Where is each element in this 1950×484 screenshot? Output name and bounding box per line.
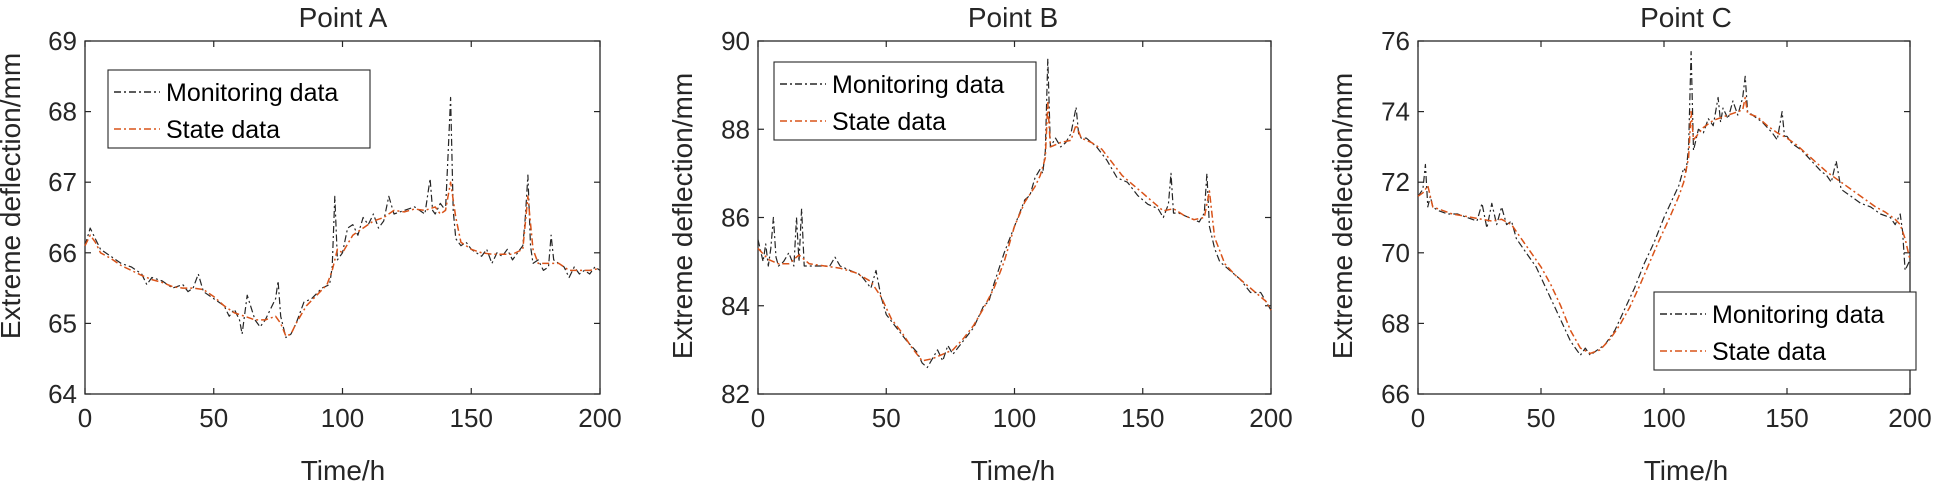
- legend: Monitoring data State data: [773, 61, 1037, 141]
- legend-label-monitoring: Monitoring data: [1712, 301, 1884, 329]
- x-ticks: 0 50 100 150 200: [751, 41, 1293, 433]
- x-axis-label: Time/h: [1644, 455, 1729, 484]
- chart-title: Point A: [299, 2, 388, 33]
- legend-label-state: State data: [832, 108, 946, 136]
- y-tick-label: 68: [48, 97, 77, 127]
- y-tick-label: 70: [1381, 238, 1410, 268]
- y-tick-label: 86: [721, 203, 750, 233]
- panel-point-b: Point B Extreme deflection/mm Time/h 0 50…: [667, 2, 1293, 484]
- x-tick-label: 50: [872, 403, 901, 433]
- y-tick-label: 65: [48, 308, 77, 338]
- panel-point-a: Point A Extreme deflection/mm Time/h 0 50…: [0, 2, 622, 484]
- y-ticks: 64 65 66 67 68 69: [48, 26, 600, 409]
- x-tick-label: 100: [993, 403, 1036, 433]
- y-tick-label: 90: [721, 26, 750, 56]
- chart-title: Point B: [968, 2, 1058, 33]
- x-tick-label: 200: [578, 403, 621, 433]
- y-ticks: 66 68 70 72 74 76: [1381, 26, 1910, 409]
- y-tick-label: 66: [1381, 379, 1410, 409]
- y-tick-label: 68: [1381, 308, 1410, 338]
- x-tick-label: 100: [321, 403, 364, 433]
- legend-box: [773, 61, 1037, 141]
- y-tick-label: 88: [721, 114, 750, 144]
- x-tick-label: 200: [1888, 403, 1931, 433]
- y-tick-label: 76: [1381, 26, 1410, 56]
- x-tick-label: 150: [1121, 403, 1164, 433]
- series-lines: [84, 96, 601, 339]
- x-axis-label: Time/h: [971, 455, 1056, 484]
- legend: Monitoring data State data: [1653, 291, 1917, 371]
- x-tick-label: 0: [751, 403, 765, 433]
- x-tick-label: 150: [1765, 403, 1808, 433]
- legend-label-monitoring: Monitoring data: [832, 71, 1004, 99]
- y-tick-label: 84: [721, 291, 750, 321]
- series-state-data-line: [84, 181, 601, 337]
- y-axis-label: Extreme deflection/mm: [0, 53, 26, 339]
- series-lines: [1417, 50, 1911, 356]
- series-lines: [757, 58, 1272, 369]
- y-tick-label: 82: [721, 379, 750, 409]
- legend-box: [1653, 291, 1917, 371]
- chart-title: Point C: [1640, 2, 1732, 33]
- legend: Monitoring data State data: [107, 69, 371, 149]
- y-tick-label: 66: [48, 238, 77, 268]
- x-tick-label: 0: [1411, 403, 1425, 433]
- x-ticks: 0 50 100 150 200: [78, 41, 622, 433]
- x-ticks: 0 50 100 150 200: [1411, 41, 1932, 433]
- panel-point-c: Point C Extreme deflection/mm Time/h 0 50…: [1327, 2, 1932, 484]
- x-tick-label: 150: [450, 403, 493, 433]
- y-tick-label: 67: [48, 167, 77, 197]
- series-monitoring-data-line: [1417, 50, 1911, 356]
- legend-label-monitoring: Monitoring data: [166, 79, 338, 107]
- y-tick-label: 72: [1381, 167, 1410, 197]
- series-monitoring-data-line: [757, 58, 1272, 369]
- x-tick-label: 200: [1249, 403, 1292, 433]
- y-axis-label: Extreme deflection/mm: [667, 73, 698, 359]
- legend-label-state: State data: [166, 116, 280, 144]
- y-tick-label: 69: [48, 26, 77, 56]
- legend-label-state: State data: [1712, 338, 1826, 366]
- y-axis-label: Extreme deflection/mm: [1327, 73, 1358, 359]
- y-tick-label: 64: [48, 379, 77, 409]
- x-tick-label: 100: [1642, 403, 1685, 433]
- x-tick-label: 50: [1527, 403, 1556, 433]
- x-tick-label: 0: [78, 403, 92, 433]
- series-state-data-line: [757, 102, 1272, 362]
- y-tick-label: 74: [1381, 97, 1410, 127]
- y-ticks: 82 84 86 88 90: [721, 26, 1271, 409]
- x-axis-label: Time/h: [301, 455, 386, 484]
- legend-box: [107, 69, 371, 149]
- x-tick-label: 50: [199, 403, 228, 433]
